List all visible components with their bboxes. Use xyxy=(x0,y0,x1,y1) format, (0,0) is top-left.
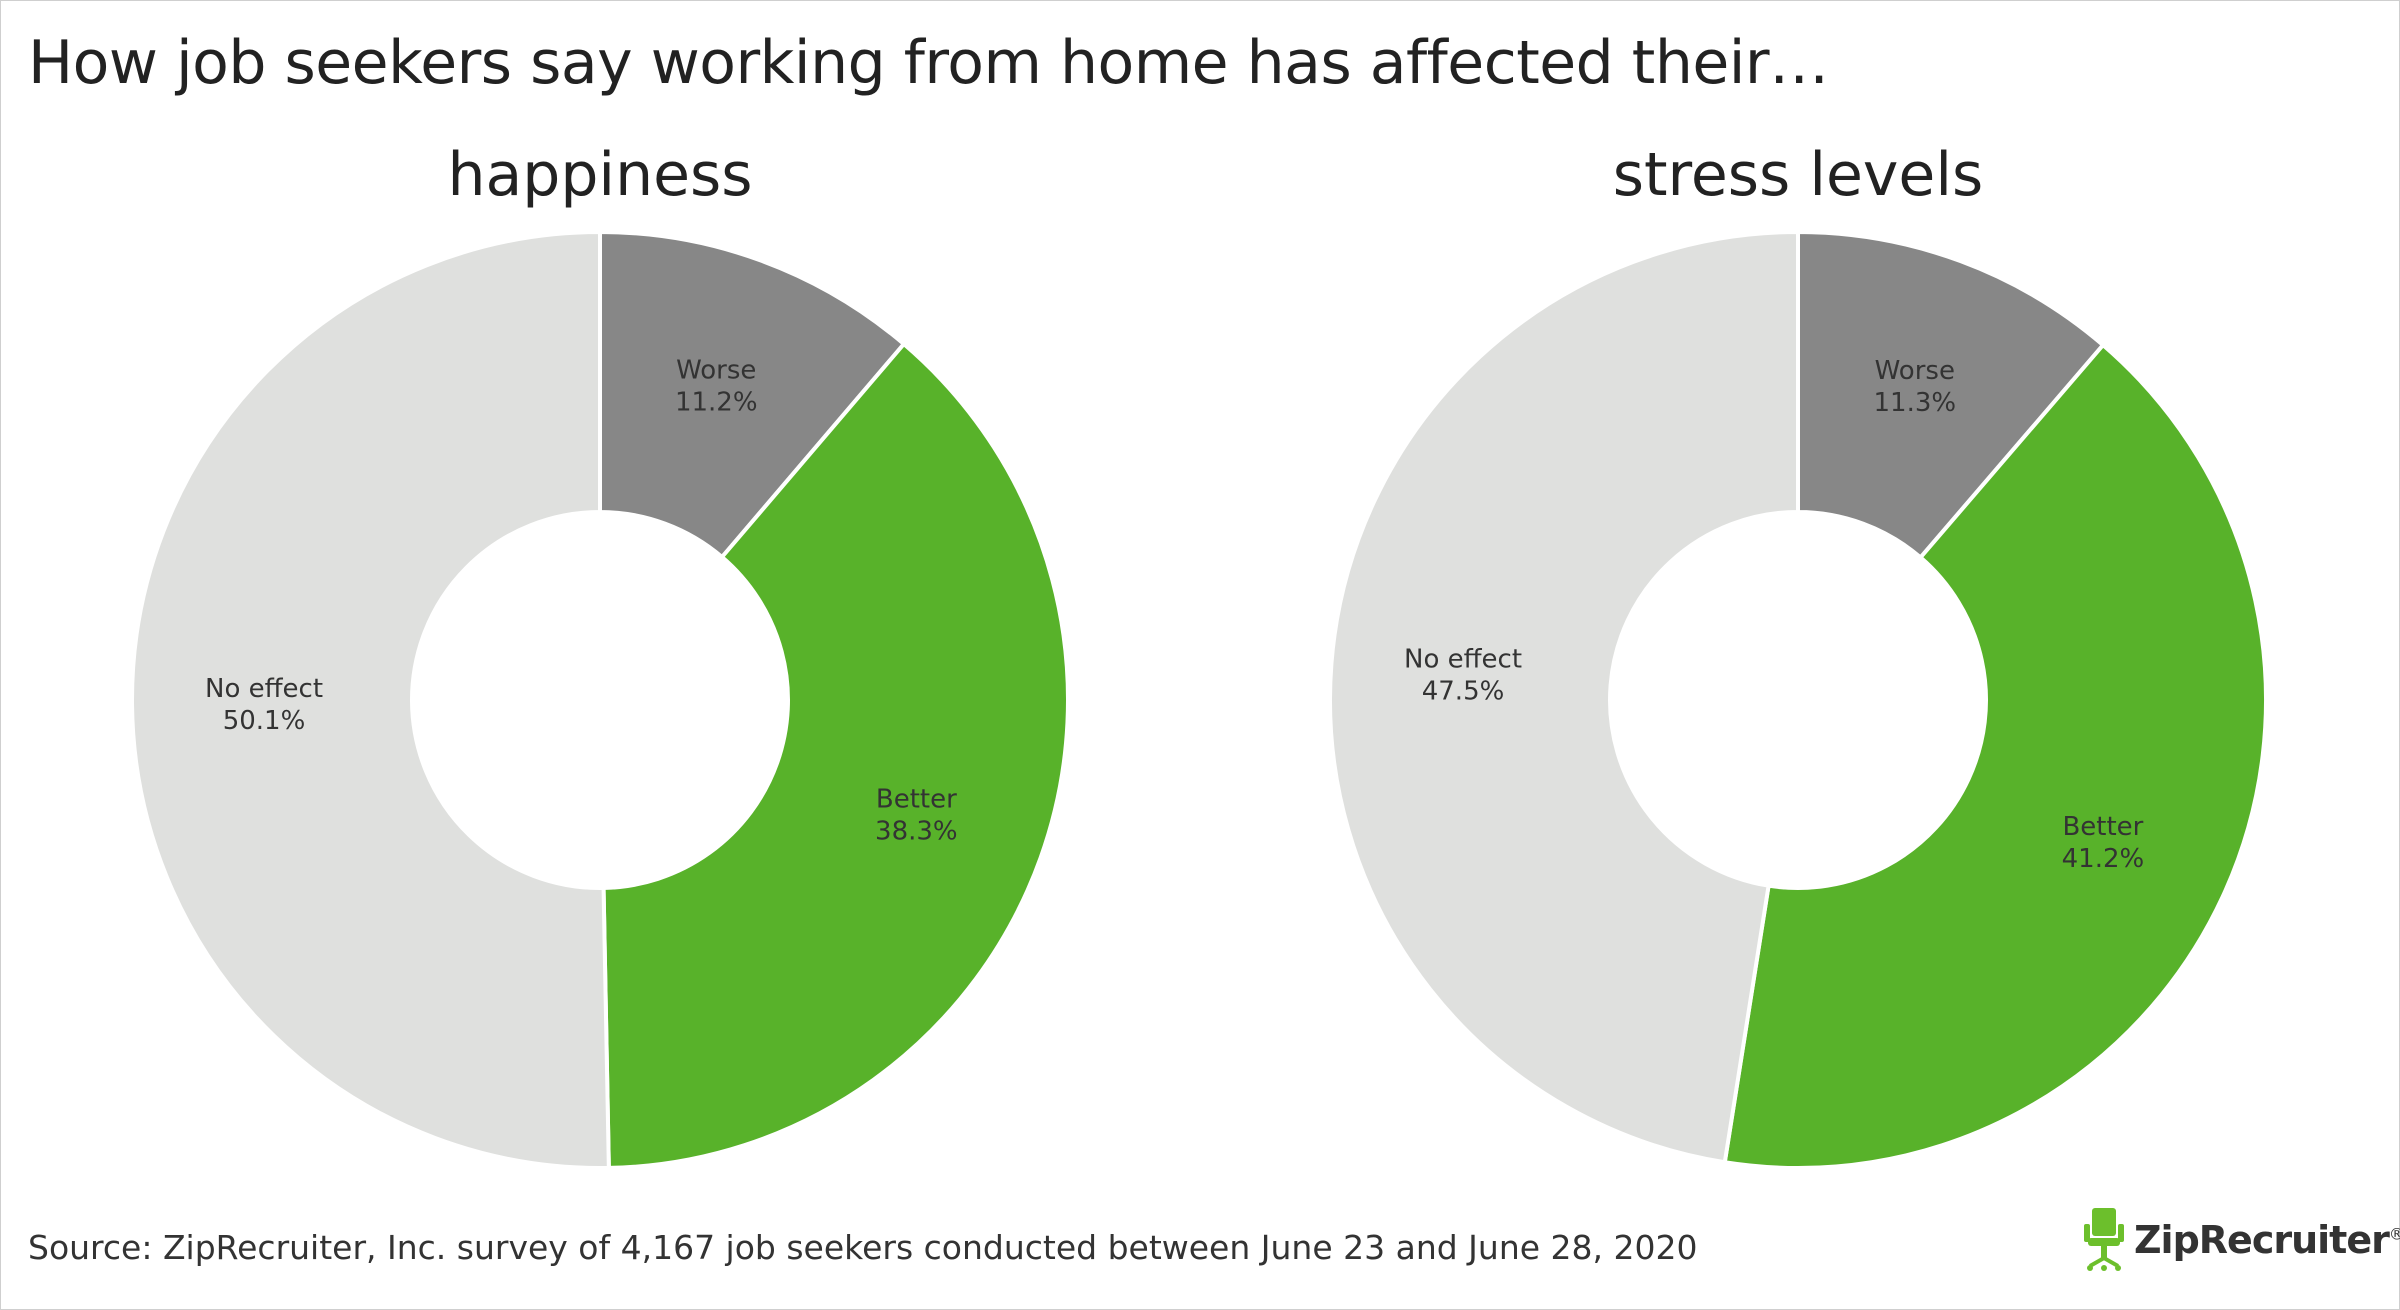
slice-label-no-effect: No effect xyxy=(205,674,323,704)
slice-value-no-effect: 50.1% xyxy=(223,706,306,736)
donut-slice-no-effect xyxy=(1328,229,1800,1165)
slice-label-no-effect: No effect xyxy=(1404,645,1522,675)
slice-label-better: Better xyxy=(876,784,957,814)
ziprecruiter-logo: ZipRecruiter® xyxy=(2082,1206,2400,1276)
chart-title: stress levels xyxy=(1612,140,1984,210)
page-title: How job seekers say working from home ha… xyxy=(28,28,1829,98)
donut-slice-worse xyxy=(1796,229,2106,561)
donut-slice-worse xyxy=(598,229,907,560)
donut-slice-no-effect xyxy=(130,229,611,1170)
slice-value-better: 38.3% xyxy=(875,816,958,846)
donut-slice-better xyxy=(1722,342,2268,1170)
ziprecruiter-wordmark: ZipRecruiter® xyxy=(2134,1218,2400,1262)
ziprecruiter-chair-icon xyxy=(2084,1208,2124,1271)
slice-value-better: 41.2% xyxy=(2062,844,2145,874)
source-note: Source: ZipRecruiter, Inc. survey of 4,1… xyxy=(28,1228,1698,1267)
slice-label-better: Better xyxy=(2062,812,2143,842)
chart-title: happiness xyxy=(447,140,753,210)
slice-value-worse: 11.2% xyxy=(675,388,758,418)
slice-label-worse: Worse xyxy=(1875,356,1955,386)
donut-chart-stress-levels: stress levels Worse 11.3% Better 41.2% No ef… xyxy=(1318,140,2278,1180)
slice-value-no-effect: 47.5% xyxy=(1422,677,1505,707)
donut-chart-happiness: happiness Worse 11.2% Better 38.3% No effect… xyxy=(120,140,1080,1180)
slice-value-worse: 11.3% xyxy=(1873,388,1956,418)
slice-label-worse: Worse xyxy=(676,356,756,386)
donut-slice-better xyxy=(601,341,1070,1170)
